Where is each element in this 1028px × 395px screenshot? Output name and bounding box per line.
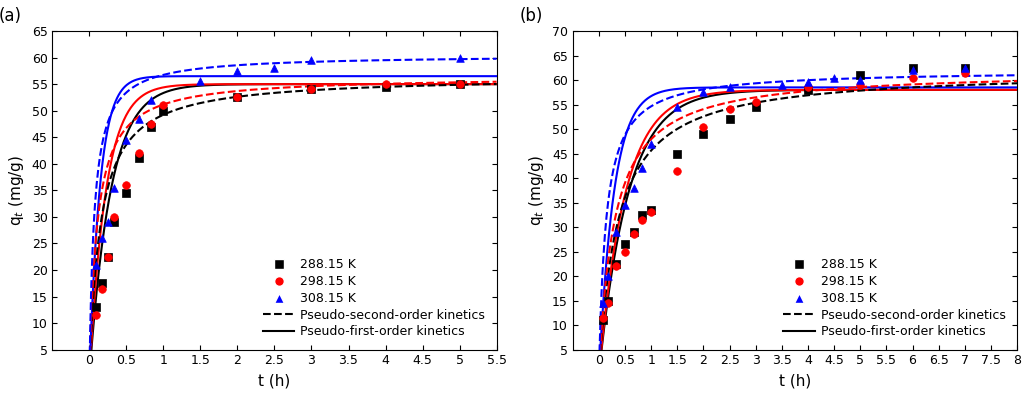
Point xyxy=(695,124,711,130)
Point xyxy=(957,65,974,71)
Y-axis label: q$_t$ (mg/g): q$_t$ (mg/g) xyxy=(7,155,26,226)
X-axis label: t (h): t (h) xyxy=(258,373,291,388)
Point xyxy=(131,155,147,162)
Point xyxy=(957,65,974,71)
Point xyxy=(229,68,246,74)
Point xyxy=(143,121,159,127)
Point xyxy=(303,86,320,92)
Point xyxy=(100,254,116,260)
Point xyxy=(595,317,612,324)
Point xyxy=(800,84,816,90)
Point xyxy=(94,280,110,286)
Point xyxy=(642,141,659,147)
Point xyxy=(100,219,116,226)
Point xyxy=(87,312,104,318)
Point xyxy=(118,137,135,143)
Point xyxy=(852,72,869,78)
Point xyxy=(852,77,869,83)
Point xyxy=(634,212,651,218)
Point xyxy=(599,297,616,304)
Point xyxy=(669,104,686,110)
Point xyxy=(131,150,147,156)
Point xyxy=(451,81,468,87)
Point xyxy=(599,300,616,306)
Point xyxy=(774,82,791,88)
Point xyxy=(695,89,711,96)
Point xyxy=(747,99,764,105)
Point xyxy=(905,67,921,73)
Point xyxy=(131,115,147,122)
Point xyxy=(94,235,110,241)
Point xyxy=(87,304,104,310)
Point xyxy=(229,94,246,101)
Point xyxy=(87,261,104,268)
Point xyxy=(118,182,135,188)
Point xyxy=(617,202,633,208)
Point xyxy=(852,82,869,88)
Point xyxy=(303,57,320,63)
Point xyxy=(155,107,172,114)
Point xyxy=(642,209,659,216)
Point xyxy=(377,84,394,90)
Point xyxy=(626,231,642,238)
Point xyxy=(609,261,625,267)
Point xyxy=(722,116,738,122)
Point xyxy=(905,65,921,71)
Point xyxy=(905,74,921,81)
Point xyxy=(599,273,616,279)
Point xyxy=(303,86,320,92)
Point xyxy=(747,104,764,110)
Point xyxy=(155,102,172,109)
Point xyxy=(669,167,686,174)
Point xyxy=(800,87,816,93)
Point xyxy=(106,214,122,220)
Point xyxy=(106,219,122,226)
Point xyxy=(106,184,122,191)
Point xyxy=(609,263,625,269)
Point xyxy=(118,190,135,196)
Point xyxy=(94,286,110,292)
Text: (b): (b) xyxy=(519,7,543,24)
Point xyxy=(634,165,651,171)
Point xyxy=(617,248,633,255)
Point xyxy=(722,106,738,113)
Point xyxy=(595,300,612,306)
Point xyxy=(100,254,116,260)
X-axis label: t (h): t (h) xyxy=(779,373,811,388)
Point xyxy=(800,79,816,86)
Text: (a): (a) xyxy=(0,7,22,24)
Point xyxy=(642,207,659,213)
Point xyxy=(451,55,468,61)
Point xyxy=(626,229,642,235)
Point xyxy=(451,81,468,87)
Point xyxy=(722,84,738,90)
Point xyxy=(617,241,633,247)
Point xyxy=(957,70,974,76)
Point xyxy=(669,150,686,157)
Legend: 288.15 K, 298.15 K, 308.15 K, Pseudo-second-order kinetics, Pseudo-first-order k: 288.15 K, 298.15 K, 308.15 K, Pseudo-sec… xyxy=(258,253,490,343)
Point xyxy=(192,78,209,85)
Legend: 288.15 K, 298.15 K, 308.15 K, Pseudo-second-order kinetics, Pseudo-first-order k: 288.15 K, 298.15 K, 308.15 K, Pseudo-sec… xyxy=(778,253,1011,343)
Point xyxy=(695,131,711,137)
Point xyxy=(634,216,651,223)
Point xyxy=(377,81,394,87)
Y-axis label: q$_t$ (mg/g): q$_t$ (mg/g) xyxy=(527,155,547,226)
Point xyxy=(609,229,625,235)
Point xyxy=(143,97,159,103)
Point xyxy=(266,65,283,71)
Point xyxy=(595,315,612,321)
Point xyxy=(229,94,246,101)
Point xyxy=(825,74,842,81)
Point xyxy=(143,124,159,130)
Point xyxy=(626,185,642,191)
